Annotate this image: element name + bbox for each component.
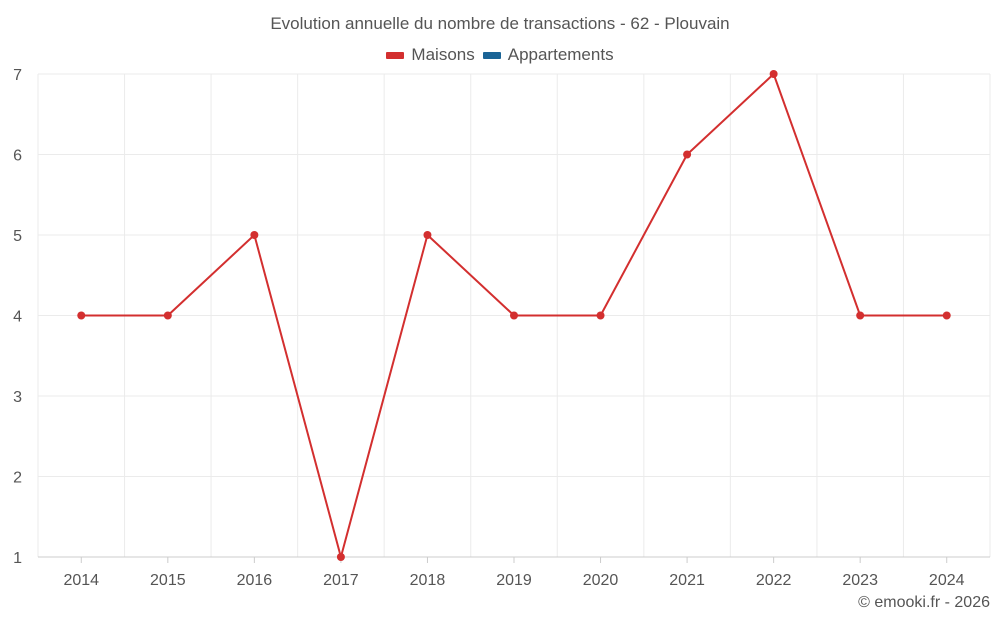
data-point-maisons-2014 xyxy=(77,311,86,320)
grid-layer xyxy=(37,73,991,557)
x-tick-label-2014: 2014 xyxy=(63,572,99,589)
legend-item-maisons[interactable]: Maisons xyxy=(386,45,475,65)
credit-text: © emooki.fr - 2026 xyxy=(858,594,990,611)
data-point-maisons-2015 xyxy=(163,311,172,320)
data-point-maisons-2020 xyxy=(596,311,605,320)
data-point-maisons-2021 xyxy=(683,150,692,159)
legend-label-appartements: Appartements xyxy=(507,45,614,64)
data-point-maisons-2022 xyxy=(769,70,778,78)
y-tick-label-5: 5 xyxy=(13,228,22,245)
y-tick-label-7: 7 xyxy=(13,67,22,84)
x-tick-label-2018: 2018 xyxy=(410,572,446,589)
x-tick-label-2022: 2022 xyxy=(756,572,792,589)
legend-item-appartements[interactable]: Appartements xyxy=(482,45,614,65)
legend-swatch-appartements xyxy=(482,51,501,59)
x-tick-label-2020: 2020 xyxy=(583,572,619,589)
y-tick-label-4: 4 xyxy=(13,309,22,326)
x-tick-label-2021: 2021 xyxy=(669,572,705,589)
chart-title: Evolution annuelle du nombre de transact… xyxy=(270,14,730,33)
data-point-maisons-2019 xyxy=(510,311,518,320)
y-tick-label-6: 6 xyxy=(13,148,22,165)
data-point-maisons-2016 xyxy=(250,231,259,239)
x-tick-label-2024: 2024 xyxy=(929,572,965,589)
data-point-maisons-2017 xyxy=(336,553,345,561)
legend-label-maisons: Maisons xyxy=(411,45,475,64)
data-point-maisons-2023 xyxy=(856,311,865,320)
y-tick-label-3: 3 xyxy=(13,389,22,406)
series-layer xyxy=(77,70,951,561)
y-tick-label-1: 1 xyxy=(13,550,22,567)
x-tick-label-2023: 2023 xyxy=(842,572,878,589)
data-point-maisons-2018 xyxy=(423,231,432,239)
x-tick-label-2015: 2015 xyxy=(150,572,186,589)
x-tick-label-2016: 2016 xyxy=(237,572,273,589)
legend-swatch-maisons xyxy=(386,51,405,59)
x-tick-label-2017: 2017 xyxy=(323,572,359,589)
axis-layer: 1 2 3 4 5 6 7 2014 2015 2016 2017 2018 2019 2020 2021 2… xyxy=(13,67,990,589)
x-tick-label-2019: 2019 xyxy=(496,572,532,589)
y-tick-label-2: 2 xyxy=(13,470,22,487)
chart-legend: Maisons Appartements xyxy=(0,45,1000,65)
data-point-maisons-2024 xyxy=(942,311,951,320)
